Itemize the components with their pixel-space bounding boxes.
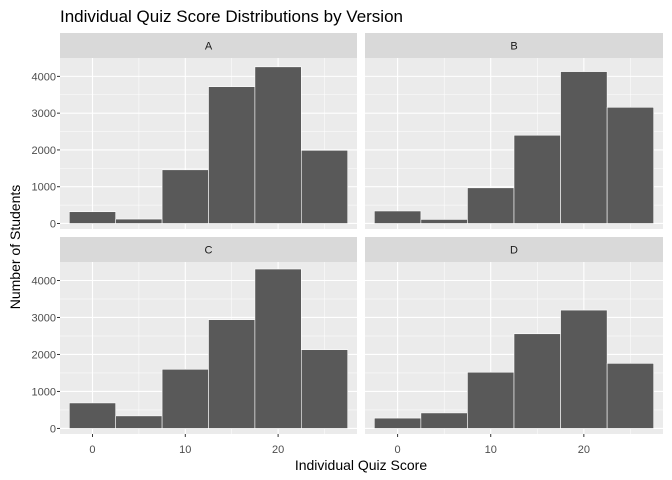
y-tick-label: 3000 [32, 312, 56, 324]
facet-panel-b: B [365, 33, 663, 229]
facet-strip [60, 33, 357, 58]
y-tick-label: 0 [50, 218, 56, 230]
y-tick-label: 3000 [32, 108, 56, 120]
histogram-bar [467, 371, 515, 429]
facet-strip-label: D [510, 245, 518, 257]
facet-strip-label: B [510, 41, 517, 53]
y-tick-label: 4000 [32, 71, 56, 83]
facet-panel-a: A 0 1000 2000 3000 4000 [32, 33, 357, 230]
histogram-bar [254, 66, 302, 224]
facet-panel-d: D [365, 237, 663, 434]
histogram-bar [467, 187, 515, 224]
x-tick-label: 0 [89, 444, 95, 456]
facet-strip [60, 237, 357, 262]
y-tick-label: 2000 [32, 349, 56, 361]
facet-strip-label: A [205, 41, 213, 53]
histogram-bar [68, 402, 116, 429]
histogram-bar [301, 150, 349, 224]
facet-panels: A 0 1000 2000 3000 4000 B C 0 1000 2000 3000 4000 D [32, 33, 663, 435]
x-tick-label: 10 [485, 444, 497, 456]
histogram-bar [560, 309, 608, 429]
histogram-bar [420, 412, 468, 429]
histogram-bar [606, 363, 654, 429]
x-tick-label: 10 [179, 444, 191, 456]
x-axis-title: Individual Quiz Score [295, 457, 428, 473]
histogram-bar [301, 349, 349, 429]
x-tick-label: 20 [578, 444, 590, 456]
facet-panel-c: C 0 1000 2000 3000 4000 [32, 237, 357, 435]
x-tick-label: 20 [272, 444, 284, 456]
facet-strip [365, 237, 663, 262]
x-axis: 0 10 20 0 10 20 [89, 434, 590, 456]
histogram-bar [254, 268, 302, 429]
histogram-bar [513, 134, 561, 224]
y-axis-title: Number of Students [7, 185, 23, 310]
x-tick-label: 0 [395, 444, 401, 456]
histogram-bar [208, 319, 256, 429]
histogram-bar [161, 169, 209, 224]
histogram-bar [68, 211, 116, 224]
histogram-bar [606, 106, 654, 224]
y-tick-label: 4000 [32, 275, 56, 287]
facet-strip [365, 33, 663, 58]
y-tick-label: 1000 [32, 386, 56, 398]
histogram-bar [513, 333, 561, 429]
histogram-bar [115, 415, 163, 429]
y-tick-label: 0 [50, 423, 56, 435]
y-tick-label: 1000 [32, 182, 56, 194]
histogram-bar [374, 417, 422, 429]
facet-strip-label: C [205, 245, 213, 257]
histogram-bar [374, 210, 422, 224]
histogram-bar [208, 86, 256, 224]
y-tick-label: 2000 [32, 145, 56, 157]
histogram-bar [420, 219, 468, 224]
histogram-bar [560, 71, 608, 224]
histogram-bar [161, 368, 209, 429]
histogram-bar [115, 218, 163, 224]
chart-title: Individual Quiz Score Distributions by V… [60, 7, 403, 26]
